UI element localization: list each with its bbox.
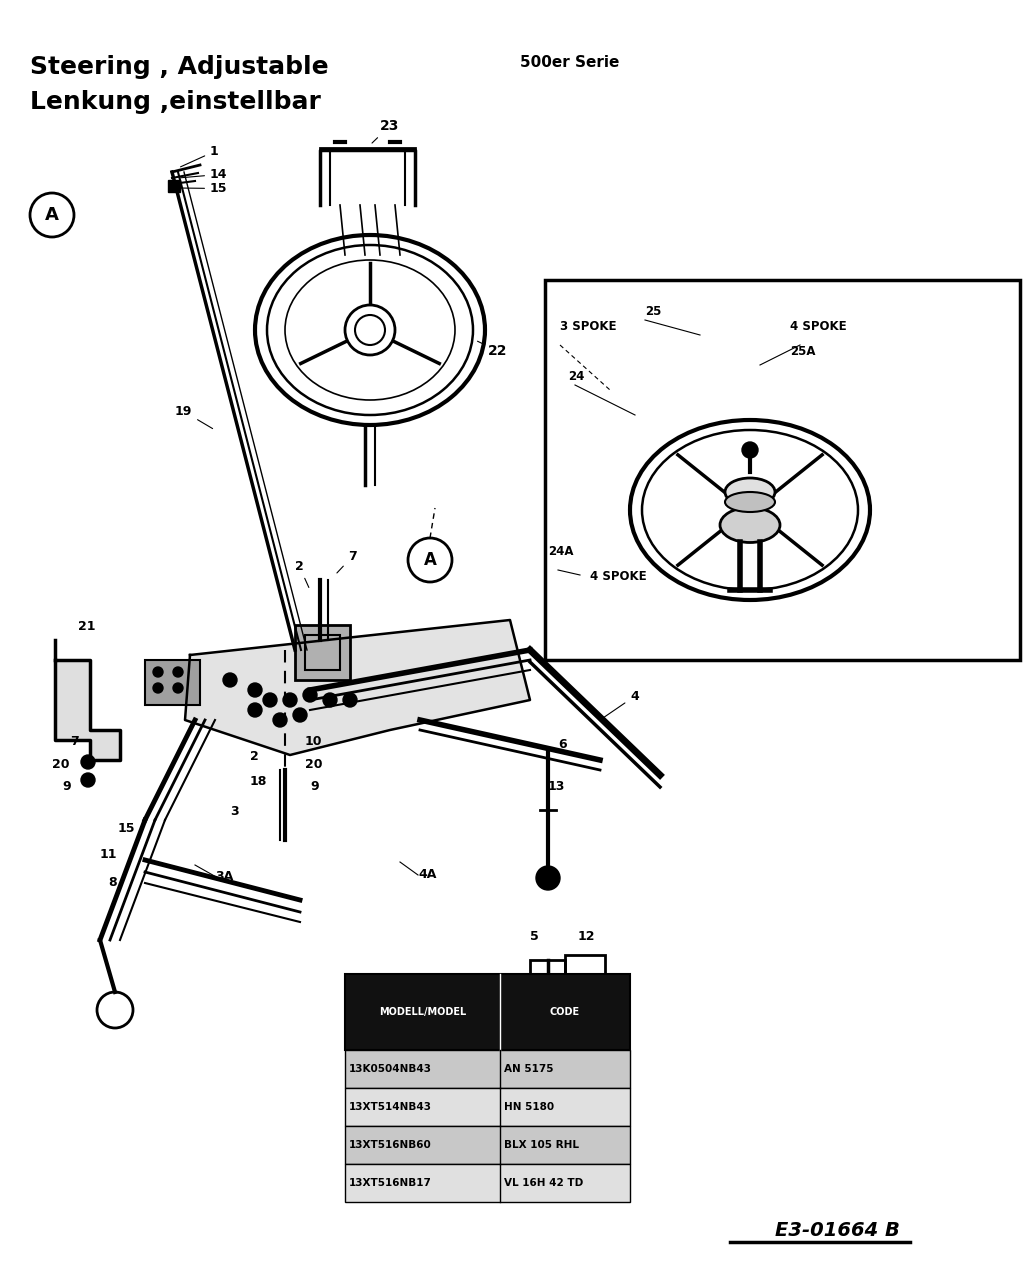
Circle shape xyxy=(153,668,163,677)
Text: Lenkung ,einstellbar: Lenkung ,einstellbar xyxy=(30,90,321,114)
Bar xyxy=(345,1126,630,1164)
Text: 8: 8 xyxy=(108,876,117,889)
Text: 4 SPOKE: 4 SPOKE xyxy=(791,320,846,333)
Circle shape xyxy=(303,688,317,702)
Text: 10: 10 xyxy=(305,735,322,748)
Polygon shape xyxy=(55,640,120,760)
Circle shape xyxy=(273,712,287,726)
Circle shape xyxy=(283,693,297,707)
Circle shape xyxy=(80,773,95,787)
Text: 1: 1 xyxy=(181,145,219,166)
Circle shape xyxy=(173,668,183,677)
Circle shape xyxy=(248,703,262,718)
Circle shape xyxy=(173,683,183,693)
Text: 7: 7 xyxy=(70,735,78,748)
Bar xyxy=(345,1050,630,1088)
Text: 25: 25 xyxy=(645,304,662,318)
Circle shape xyxy=(323,693,337,707)
Bar xyxy=(345,1088,630,1126)
Text: 9: 9 xyxy=(310,780,319,793)
Text: 3 SPOKE: 3 SPOKE xyxy=(560,320,616,333)
Ellipse shape xyxy=(725,478,775,506)
Text: A: A xyxy=(423,551,437,569)
Text: 6: 6 xyxy=(558,738,567,751)
Text: CODE: CODE xyxy=(550,1007,580,1017)
Text: 4: 4 xyxy=(603,689,639,719)
Text: 12: 12 xyxy=(578,930,595,943)
Circle shape xyxy=(248,683,262,697)
Text: 5: 5 xyxy=(530,930,539,943)
Text: 23: 23 xyxy=(372,119,399,143)
Text: 19: 19 xyxy=(175,405,213,428)
Text: VL 16H 42 TD: VL 16H 42 TD xyxy=(504,1178,583,1188)
Bar xyxy=(345,975,630,1050)
Circle shape xyxy=(345,304,395,356)
Text: 13XT514NB43: 13XT514NB43 xyxy=(349,1102,432,1111)
Text: 21: 21 xyxy=(78,620,96,633)
Text: HN 5180: HN 5180 xyxy=(504,1102,554,1111)
Text: MODELL/MODEL: MODELL/MODEL xyxy=(379,1007,466,1017)
Text: 3A: 3A xyxy=(215,870,233,883)
Bar xyxy=(530,961,565,980)
Polygon shape xyxy=(185,620,530,755)
Text: 13XT516NB60: 13XT516NB60 xyxy=(349,1140,431,1150)
Text: 4 SPOKE: 4 SPOKE xyxy=(590,570,647,583)
Text: 13XT516NB17: 13XT516NB17 xyxy=(349,1178,431,1188)
Text: 4A: 4A xyxy=(418,868,437,881)
Ellipse shape xyxy=(725,492,775,512)
Bar xyxy=(345,1164,630,1202)
Bar xyxy=(565,955,605,984)
Text: 20: 20 xyxy=(52,758,69,771)
Circle shape xyxy=(223,673,237,687)
Ellipse shape xyxy=(720,508,780,542)
Text: 24A: 24A xyxy=(548,545,574,558)
Text: 2: 2 xyxy=(250,749,259,764)
Text: AN 5175: AN 5175 xyxy=(504,1064,553,1074)
Text: 3: 3 xyxy=(230,804,238,819)
Bar xyxy=(295,625,350,680)
Text: 11: 11 xyxy=(100,848,118,861)
Text: 500er Serie: 500er Serie xyxy=(520,55,619,70)
Circle shape xyxy=(742,443,757,458)
Text: 20: 20 xyxy=(305,758,322,771)
Text: 15: 15 xyxy=(118,822,135,835)
Text: E3-01664 B: E3-01664 B xyxy=(775,1221,900,1241)
Text: 9: 9 xyxy=(62,780,70,793)
Bar xyxy=(146,660,200,705)
Bar xyxy=(305,634,340,670)
Bar xyxy=(545,280,1020,660)
Circle shape xyxy=(343,693,357,707)
Text: A: A xyxy=(45,206,59,224)
Text: BLX 105 RHL: BLX 105 RHL xyxy=(504,1140,579,1150)
Text: Steering , Adjustable: Steering , Adjustable xyxy=(30,55,328,79)
Text: 24: 24 xyxy=(568,370,584,382)
Text: 15: 15 xyxy=(181,182,227,194)
Text: 13K0504NB43: 13K0504NB43 xyxy=(349,1064,432,1074)
Circle shape xyxy=(153,683,163,693)
Circle shape xyxy=(293,709,307,723)
Bar xyxy=(168,180,180,192)
Text: 2: 2 xyxy=(295,560,309,587)
Text: 7: 7 xyxy=(336,550,357,573)
Text: 22: 22 xyxy=(478,341,508,358)
Circle shape xyxy=(536,866,560,890)
Circle shape xyxy=(80,755,95,769)
Text: 14: 14 xyxy=(181,168,227,182)
Text: 25A: 25A xyxy=(791,345,815,358)
Text: 13: 13 xyxy=(548,780,566,793)
Circle shape xyxy=(263,693,277,707)
Text: 18: 18 xyxy=(250,775,267,788)
